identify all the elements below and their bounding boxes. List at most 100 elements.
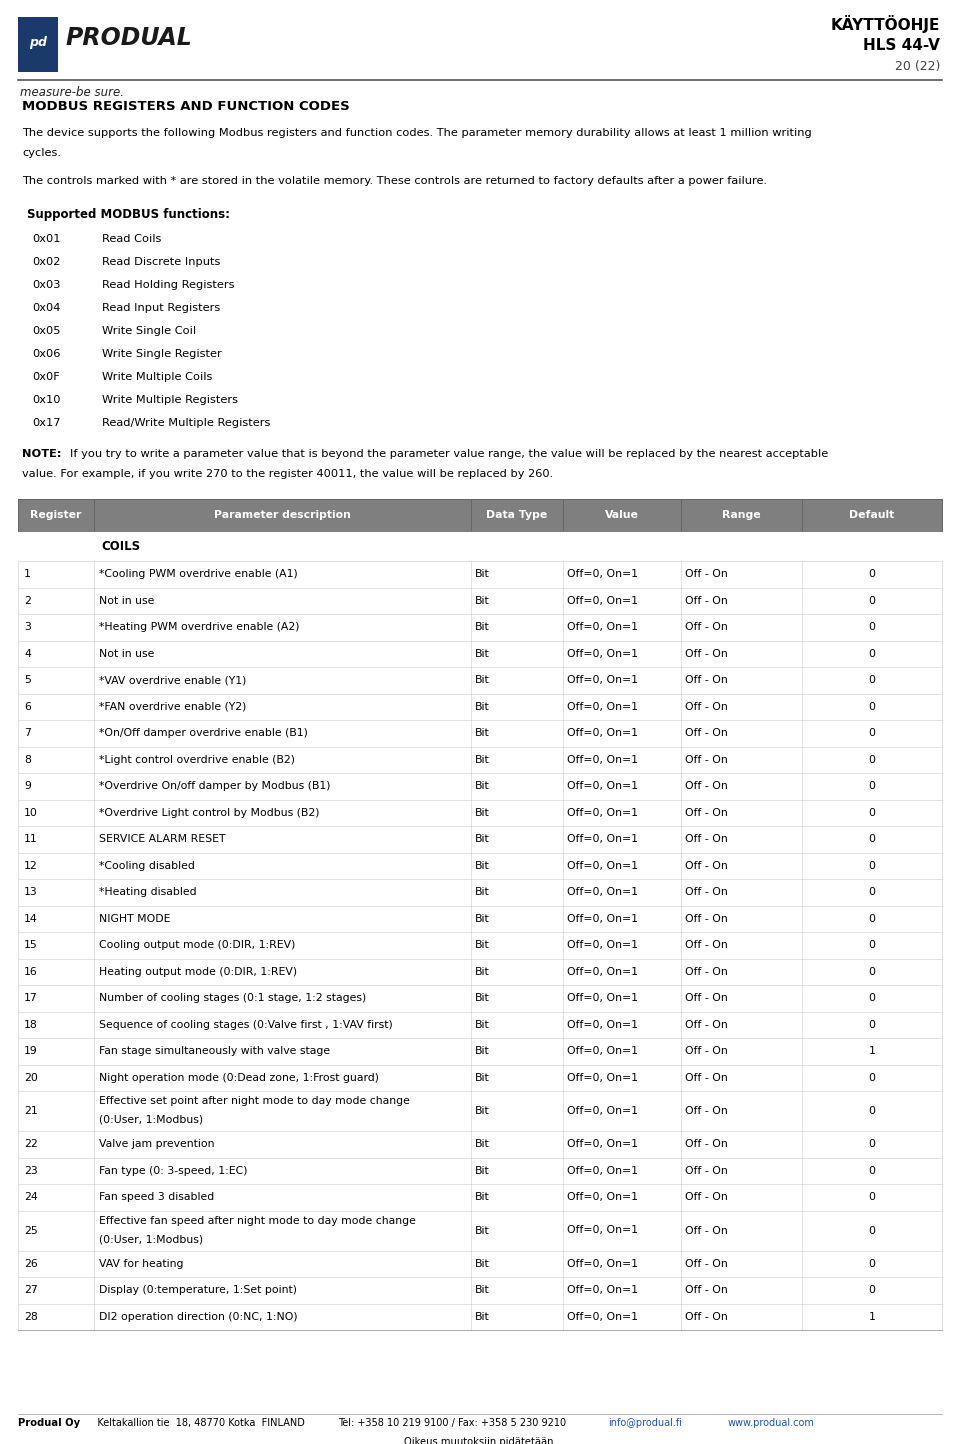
- Text: 0x06: 0x06: [32, 349, 60, 360]
- Text: Bit: Bit: [475, 940, 490, 950]
- Text: Bit: Bit: [475, 835, 490, 845]
- Text: *FAN overdrive enable (Y2): *FAN overdrive enable (Y2): [99, 702, 246, 712]
- Text: Read/Write Multiple Registers: Read/Write Multiple Registers: [102, 417, 271, 427]
- Text: Off - On: Off - On: [685, 596, 729, 605]
- Text: Off=0, On=1: Off=0, On=1: [567, 807, 638, 817]
- Text: *Heating disabled: *Heating disabled: [99, 887, 197, 897]
- Text: Produal Oy: Produal Oy: [18, 1418, 80, 1428]
- Text: Off=0, On=1: Off=0, On=1: [567, 1047, 638, 1056]
- Text: Write Multiple Registers: Write Multiple Registers: [102, 396, 238, 404]
- Text: VAV for heating: VAV for heating: [99, 1259, 183, 1269]
- Text: Off - On: Off - On: [685, 887, 729, 897]
- Text: Off - On: Off - On: [685, 622, 729, 632]
- Text: Bit: Bit: [475, 1073, 490, 1083]
- Text: The controls marked with * are stored in the volatile memory. These controls are: The controls marked with * are stored in…: [22, 176, 767, 186]
- Text: DI2 operation direction (0:NC, 1:NO): DI2 operation direction (0:NC, 1:NO): [99, 1311, 298, 1321]
- Text: Off=0, On=1: Off=0, On=1: [567, 1259, 638, 1269]
- Text: 0: 0: [868, 569, 876, 579]
- Text: Off=0, On=1: Off=0, On=1: [567, 1073, 638, 1083]
- Text: Off - On: Off - On: [685, 835, 729, 845]
- Text: Off=0, On=1: Off=0, On=1: [567, 781, 638, 791]
- Text: PRODUAL: PRODUAL: [65, 26, 192, 51]
- Text: HLS 44-V: HLS 44-V: [863, 38, 940, 53]
- Text: Read Input Registers: Read Input Registers: [102, 303, 220, 313]
- Text: COILS: COILS: [102, 540, 141, 553]
- Text: 0: 0: [868, 861, 876, 871]
- Text: 3: 3: [24, 622, 31, 632]
- Text: 0: 0: [868, 887, 876, 897]
- Text: 0x04: 0x04: [32, 303, 60, 313]
- Text: Write Single Register: Write Single Register: [102, 349, 222, 360]
- Text: Write Single Coil: Write Single Coil: [102, 326, 196, 336]
- Text: 0: 0: [868, 807, 876, 817]
- Text: 9: 9: [24, 781, 31, 791]
- Text: Heating output mode (0:DIR, 1:REV): Heating output mode (0:DIR, 1:REV): [99, 966, 297, 976]
- Text: Off - On: Off - On: [685, 1019, 729, 1030]
- Text: 0x0F: 0x0F: [32, 373, 60, 383]
- Text: Off - On: Off - On: [685, 1165, 729, 1175]
- Text: Value: Value: [606, 510, 639, 520]
- Text: 20 (22): 20 (22): [895, 61, 940, 74]
- Text: 0: 0: [868, 940, 876, 950]
- Text: Off - On: Off - On: [685, 1073, 729, 1083]
- Text: 0: 0: [868, 966, 876, 976]
- Text: 28: 28: [24, 1311, 37, 1321]
- Text: Off - On: Off - On: [685, 728, 729, 738]
- Text: Off=0, On=1: Off=0, On=1: [567, 676, 638, 686]
- Text: 12: 12: [24, 861, 37, 871]
- Text: 26: 26: [24, 1259, 37, 1269]
- Text: 0: 0: [868, 596, 876, 605]
- Text: 0: 0: [868, 702, 876, 712]
- Text: Data Type: Data Type: [487, 510, 547, 520]
- Text: Off=0, On=1: Off=0, On=1: [567, 1106, 638, 1116]
- Text: measure-be sure.: measure-be sure.: [20, 87, 124, 100]
- Text: Off - On: Off - On: [685, 755, 729, 765]
- Text: Bit: Bit: [475, 966, 490, 976]
- Text: 0: 0: [868, 1073, 876, 1083]
- Text: Not in use: Not in use: [99, 648, 155, 658]
- Text: value. For example, if you write 270 to the register 40011, the value will be re: value. For example, if you write 270 to …: [22, 469, 553, 479]
- Text: *Light control overdrive enable (B2): *Light control overdrive enable (B2): [99, 755, 295, 765]
- Text: 0: 0: [868, 1285, 876, 1295]
- Text: 27: 27: [24, 1285, 37, 1295]
- Text: Off - On: Off - On: [685, 1106, 729, 1116]
- Text: Write Multiple Coils: Write Multiple Coils: [102, 373, 212, 383]
- Text: Effective set point after night mode to day mode change: Effective set point after night mode to …: [99, 1096, 410, 1106]
- Text: Bit: Bit: [475, 1226, 490, 1236]
- Text: Supported MODBUS functions:: Supported MODBUS functions:: [27, 208, 230, 221]
- Text: cycles.: cycles.: [22, 147, 61, 157]
- Text: *VAV overdrive enable (Y1): *VAV overdrive enable (Y1): [99, 676, 246, 686]
- Text: Off=0, On=1: Off=0, On=1: [567, 940, 638, 950]
- Text: 0: 0: [868, 914, 876, 924]
- Bar: [18, 500, 942, 531]
- Text: 10: 10: [24, 807, 37, 817]
- Text: Valve jam prevention: Valve jam prevention: [99, 1139, 214, 1149]
- Text: www.produal.com: www.produal.com: [728, 1418, 815, 1428]
- Text: Off - On: Off - On: [685, 1311, 729, 1321]
- Text: Off - On: Off - On: [685, 807, 729, 817]
- Text: Off=0, On=1: Off=0, On=1: [567, 1193, 638, 1203]
- Text: Off=0, On=1: Off=0, On=1: [567, 728, 638, 738]
- Text: Bit: Bit: [475, 1106, 490, 1116]
- Text: Off=0, On=1: Off=0, On=1: [567, 622, 638, 632]
- Text: Off=0, On=1: Off=0, On=1: [567, 966, 638, 976]
- Text: 0x05: 0x05: [32, 326, 60, 336]
- Text: 0x17: 0x17: [32, 417, 60, 427]
- Text: *Cooling disabled: *Cooling disabled: [99, 861, 195, 871]
- Text: 15: 15: [24, 940, 37, 950]
- Text: 2: 2: [24, 596, 31, 605]
- Text: Number of cooling stages (0:1 stage, 1:2 stages): Number of cooling stages (0:1 stage, 1:2…: [99, 993, 366, 1004]
- Text: Bit: Bit: [475, 993, 490, 1004]
- Text: Register: Register: [30, 510, 82, 520]
- Text: 0: 0: [868, 1019, 876, 1030]
- Text: Bit: Bit: [475, 887, 490, 897]
- Text: 7: 7: [24, 728, 31, 738]
- Text: Bit: Bit: [475, 1139, 490, 1149]
- Text: Off - On: Off - On: [685, 1193, 729, 1203]
- Text: If you try to write a parameter value that is beyond the parameter value range, : If you try to write a parameter value th…: [69, 449, 828, 459]
- Text: *Cooling PWM overdrive enable (A1): *Cooling PWM overdrive enable (A1): [99, 569, 298, 579]
- Text: Off=0, On=1: Off=0, On=1: [567, 569, 638, 579]
- Text: *On/Off damper overdrive enable (B1): *On/Off damper overdrive enable (B1): [99, 728, 307, 738]
- Text: NIGHT MODE: NIGHT MODE: [99, 914, 170, 924]
- Text: Off - On: Off - On: [685, 940, 729, 950]
